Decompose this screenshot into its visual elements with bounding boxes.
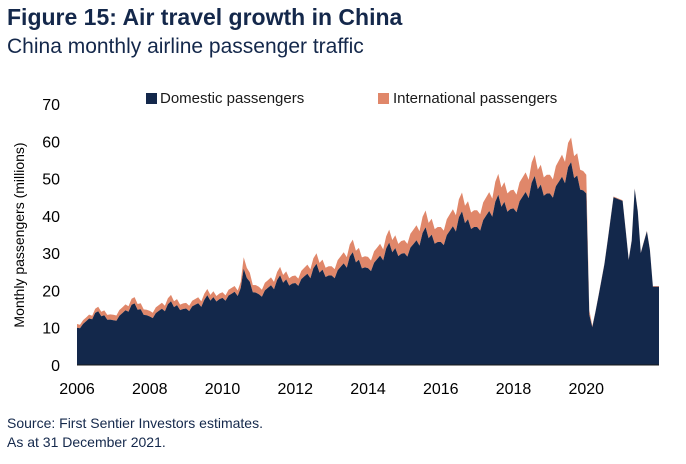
x-tick-label-2010: 2010 <box>205 381 241 398</box>
y-tick-label-50: 50 <box>42 172 60 189</box>
y-tick-label-20: 20 <box>42 283 60 300</box>
legend-label-domestic: Domestic passengers <box>160 90 304 107</box>
x-tick-label-2014: 2014 <box>350 381 386 398</box>
source-line-1: Source: First Sentier Investors estimate… <box>7 415 263 431</box>
x-tick-label-2020: 2020 <box>568 381 604 398</box>
legend-swatch-domestic <box>146 93 157 104</box>
x-tick-label-2018: 2018 <box>496 381 532 398</box>
y-tick-label-70: 70 <box>42 97 60 114</box>
y-tick-label-30: 30 <box>42 246 60 263</box>
x-tick-label-2006: 2006 <box>59 381 95 398</box>
x-tick-label-2012: 2012 <box>277 381 313 398</box>
source-note: Source: First Sentier Investors estimate… <box>7 414 263 452</box>
x-tick-label-2008: 2008 <box>132 381 168 398</box>
chart-area: Domestic passengers International passen… <box>11 90 659 398</box>
stacked-areas <box>77 137 659 365</box>
chart-subtitle: China monthly airline passenger traffic <box>7 35 364 58</box>
legend-label-international: International passengers <box>393 90 557 107</box>
y-tick-label-40: 40 <box>42 209 60 226</box>
y-tick-label-0: 0 <box>51 358 60 375</box>
x-tick-labels: 2006 2008 2010 2012 2014 2016 2018 2020 <box>59 381 604 398</box>
y-tick-label-60: 60 <box>42 134 60 151</box>
x-tick-label-2016: 2016 <box>423 381 459 398</box>
legend: Domestic passengers International passen… <box>146 90 557 107</box>
y-tick-labels: 0 10 20 30 40 50 60 70 <box>42 97 60 375</box>
chart-title: Figure 15: Air travel growth in China <box>7 4 403 30</box>
y-tick-label-10: 10 <box>42 321 60 338</box>
source-line-2: As at 31 December 2021. <box>7 434 166 450</box>
y-axis-label: Monthly passengers (millions) <box>11 142 27 327</box>
legend-swatch-international <box>378 93 389 104</box>
y-axis: Monthly passengers (millions) <box>11 142 27 327</box>
area-domestic-passengers <box>77 162 659 365</box>
